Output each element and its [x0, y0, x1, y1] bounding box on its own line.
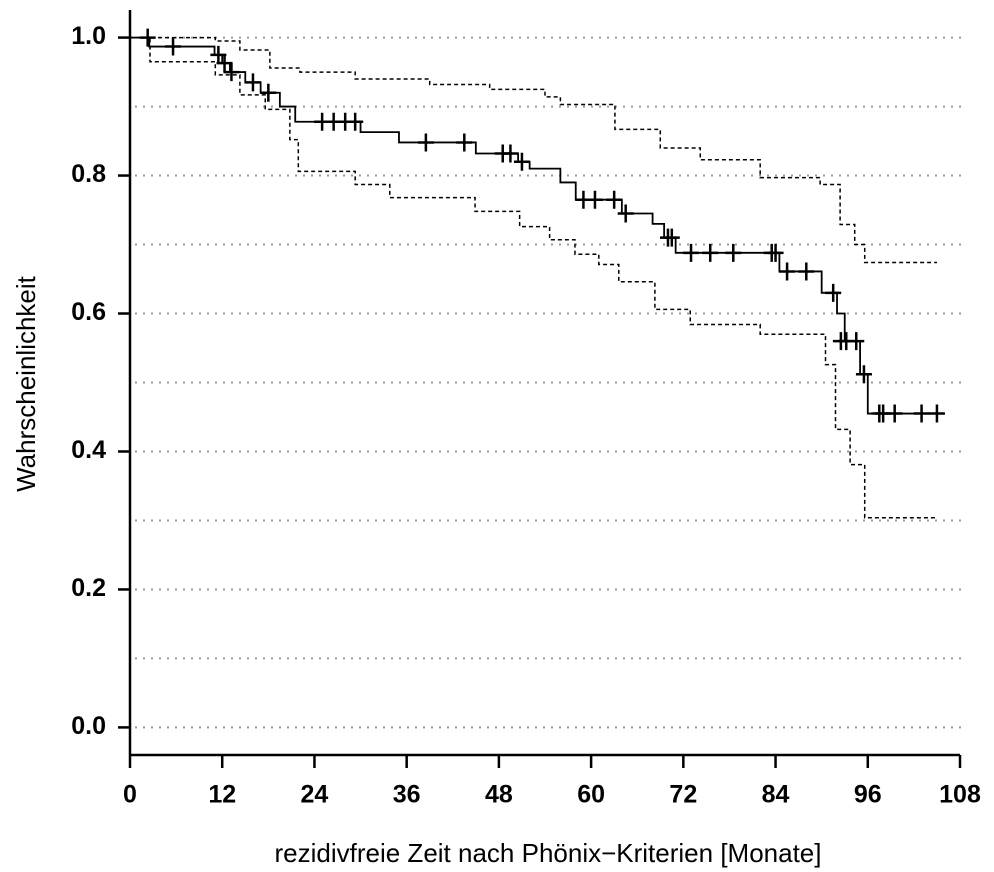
- x-tick-label: 48: [485, 781, 513, 809]
- x-tick-label: 12: [208, 781, 236, 809]
- censor-mark: [617, 204, 634, 223]
- y-tick-label: 0.0: [71, 712, 106, 740]
- x-tick-label: 36: [393, 781, 421, 809]
- x-axis-label: rezidivfreie Zeit nach Phönix−Kriterien …: [275, 838, 822, 868]
- censor-mark: [702, 243, 719, 262]
- censor-mark: [825, 283, 842, 302]
- censor-mark: [767, 243, 784, 262]
- censor-mark: [779, 262, 796, 281]
- x-tick-label: 72: [669, 781, 697, 809]
- censor-mark: [663, 228, 680, 247]
- x-tick-label: 84: [762, 781, 790, 809]
- censor-mark: [260, 83, 277, 102]
- censor-mark: [725, 243, 742, 262]
- censor-mark: [139, 28, 156, 47]
- censor-mark: [502, 144, 519, 163]
- y-tick-label: 0.2: [71, 574, 106, 602]
- y-axis-label: Wahrscheinlichkeit: [11, 275, 41, 492]
- y-tick-label: 0.6: [71, 298, 106, 326]
- censor-mark: [606, 190, 623, 209]
- censor-mark: [347, 112, 364, 131]
- censor-mark: [683, 243, 700, 262]
- censor-mark: [928, 404, 945, 423]
- survival-curve: [130, 36, 941, 415]
- censor-mark: [855, 365, 872, 384]
- y-tick-label: 0.4: [71, 436, 106, 464]
- censor-mark: [223, 63, 240, 82]
- censor-mark: [165, 37, 182, 56]
- confidence-band: [130, 36, 937, 264]
- censor-mark: [244, 73, 261, 92]
- censor-mark: [848, 332, 865, 351]
- x-tick-label: 60: [577, 781, 605, 809]
- censor-mark: [913, 404, 930, 423]
- censor-mark: [586, 190, 603, 209]
- x-tick-label: 96: [854, 781, 882, 809]
- confidence-band: [130, 36, 937, 519]
- x-tick-label: 24: [301, 781, 329, 809]
- censor-mark: [886, 404, 903, 423]
- censor-mark: [417, 133, 434, 152]
- censor-mark: [798, 262, 815, 281]
- y-tick-label: 1.0: [71, 22, 106, 50]
- censor-mark: [216, 54, 233, 73]
- censor-mark: [513, 152, 530, 171]
- x-tick-label: 0: [123, 781, 137, 809]
- y-tick-label: 0.8: [71, 160, 106, 188]
- x-tick-label: 108: [939, 781, 981, 809]
- censor-mark: [456, 133, 473, 152]
